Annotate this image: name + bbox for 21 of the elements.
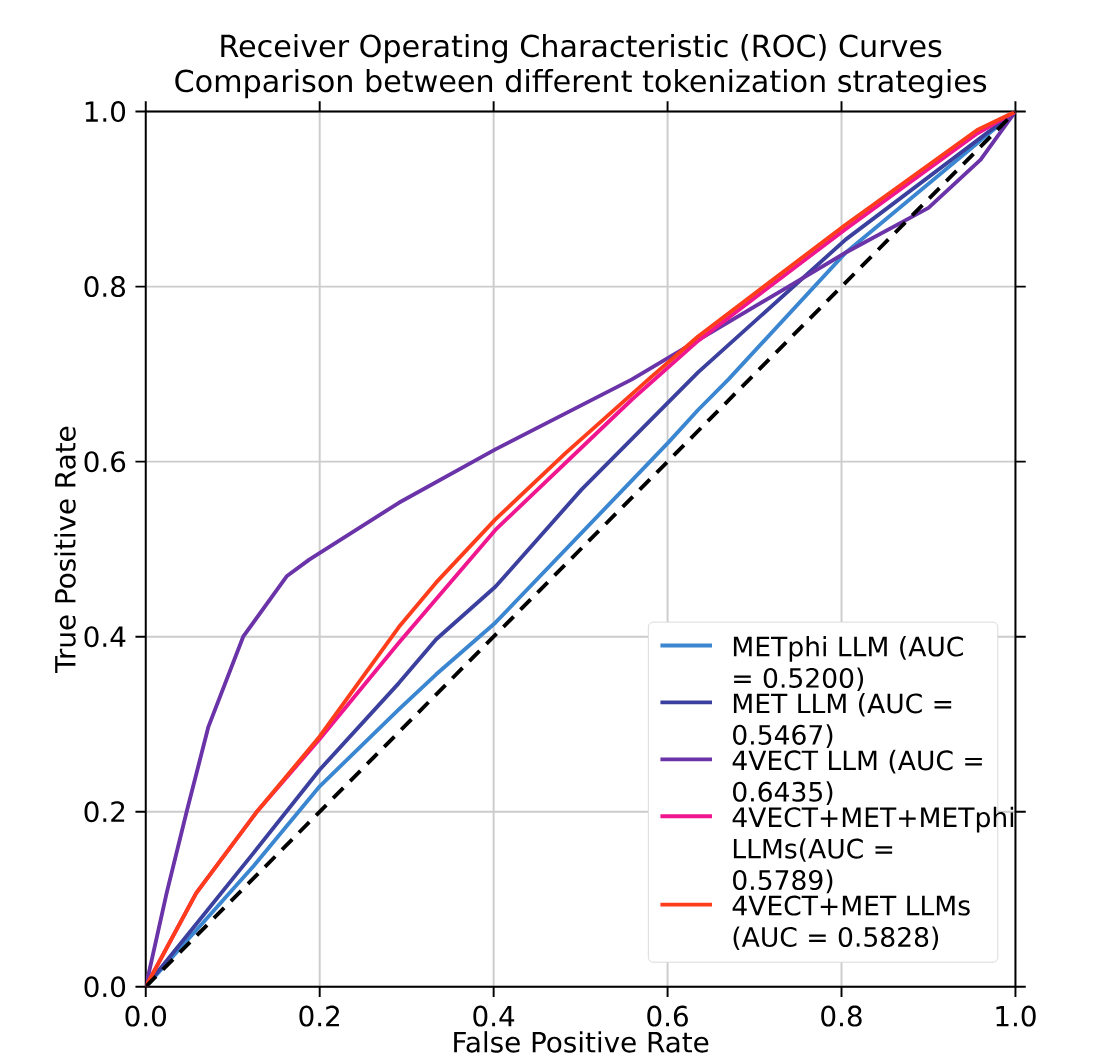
chart-subtitle: Comparison between different tokenization strategies xyxy=(175,68,987,99)
y-tick-label: 0.6 xyxy=(84,451,126,473)
legend-label: MET LLM (AUC = 0.5467) xyxy=(733,692,952,748)
legend-label: METphi LLM (AUC = 0.5200) xyxy=(733,635,963,692)
y-tick-label: 0.0 xyxy=(84,976,126,998)
y-tick-label: 0.4 xyxy=(84,626,126,648)
legend-label: 4VECT LLM (AUC = 0.6435) xyxy=(732,749,982,805)
x-tick-label: 0.4 xyxy=(473,1005,515,1027)
x-tick-label: 0.2 xyxy=(299,1005,339,1027)
x-tick-label: 0.0 xyxy=(125,1005,167,1027)
y-axis-title: True Positive Rate xyxy=(54,426,76,673)
x-tick-label: 0.6 xyxy=(647,1005,688,1027)
y-tick-label: 1.0 xyxy=(85,101,126,123)
y-tick-label: 0.2 xyxy=(84,801,125,823)
chart-title: Receiver Operating Characteristic (ROC) Curves xyxy=(221,33,942,64)
y-tick-label: 0.8 xyxy=(84,276,125,298)
x-tick-label: 1.0 xyxy=(996,1005,1036,1027)
legend-label: 4VECT+MET+METphi LLMs(AUC = 0.5789) xyxy=(732,806,1014,894)
x-axis-title: False Positive Rate xyxy=(454,1031,709,1053)
x-tick-label: 0.8 xyxy=(821,1005,862,1027)
legend-label: 4VECT+MET LLMs (AUC = 0.5828) xyxy=(732,895,970,951)
